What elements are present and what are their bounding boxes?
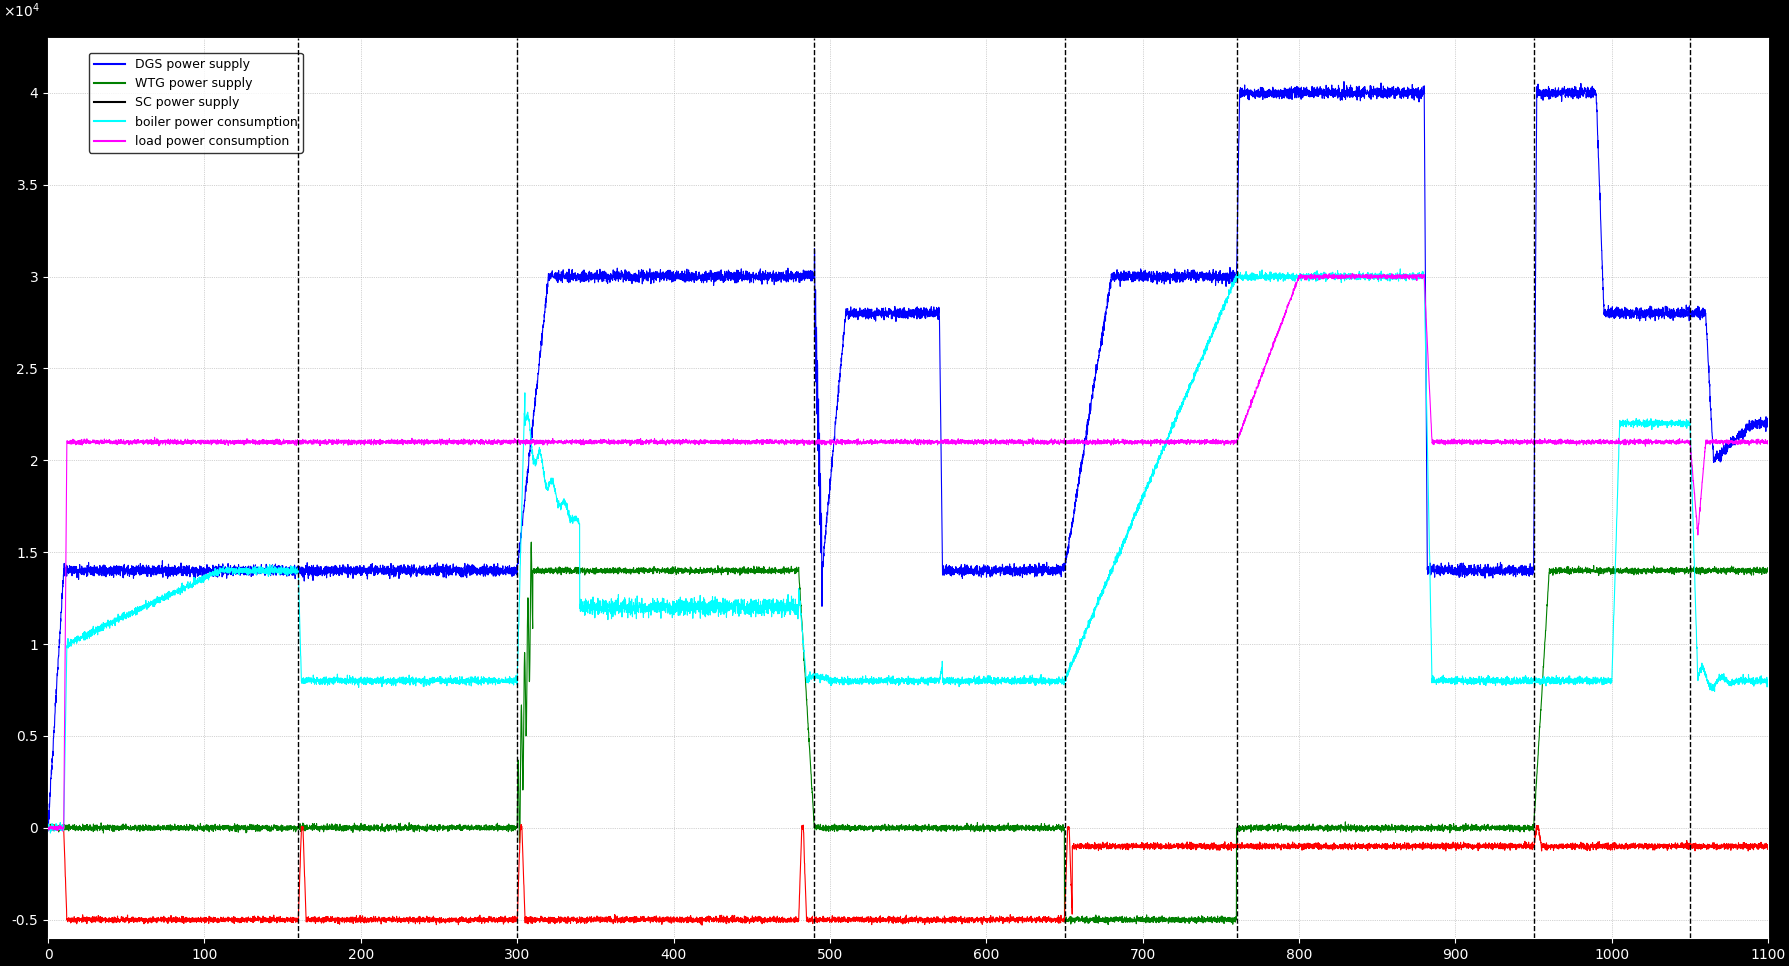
DGS power supply <box>1267 84 1288 96</box>
DGS power supply <box>628 271 649 283</box>
Line: SC power supply: SC power supply <box>48 824 1768 925</box>
boiler power consumption <box>628 601 649 612</box>
boiler power consumption <box>1701 682 1723 694</box>
load power consumption <box>1267 326 1288 337</box>
SC power supply <box>1390 841 1412 853</box>
load power consumption <box>1757 438 1778 449</box>
DGS power supply <box>324 566 345 578</box>
WTG power supply <box>1701 564 1723 576</box>
WTG power supply <box>1390 819 1412 831</box>
WTG power supply <box>1097 919 1118 930</box>
SC power supply <box>1757 840 1778 852</box>
Text: $\times10^4$: $\times10^4$ <box>2 1 39 19</box>
load power consumption <box>324 437 345 448</box>
Line: DGS power supply: DGS power supply <box>48 81 1768 831</box>
load power consumption <box>52 825 73 837</box>
Line: load power consumption: load power consumption <box>48 273 1768 831</box>
DGS power supply <box>1757 414 1778 426</box>
WTG power supply <box>38 821 59 833</box>
Line: WTG power supply: WTG power supply <box>48 542 1768 924</box>
SC power supply <box>324 917 345 928</box>
WTG power supply <box>1267 819 1288 831</box>
WTG power supply <box>521 536 542 548</box>
DGS power supply <box>653 270 674 281</box>
load power consumption <box>655 437 676 448</box>
load power consumption <box>628 435 649 446</box>
WTG power supply <box>628 564 649 576</box>
WTG power supply <box>1757 562 1778 574</box>
DGS power supply <box>1390 90 1412 101</box>
boiler power consumption <box>324 673 345 685</box>
boiler power consumption <box>1267 268 1288 279</box>
load power consumption <box>1340 268 1361 279</box>
load power consumption <box>1390 270 1412 281</box>
SC power supply <box>1267 841 1288 853</box>
SC power supply <box>510 818 531 830</box>
DGS power supply <box>1333 75 1354 87</box>
SC power supply <box>691 920 712 931</box>
WTG power supply <box>324 820 345 832</box>
WTG power supply <box>655 567 676 579</box>
Line: boiler power consumption: boiler power consumption <box>48 269 1768 833</box>
SC power supply <box>628 915 649 926</box>
boiler power consumption <box>39 827 61 838</box>
SC power supply <box>38 823 59 835</box>
load power consumption <box>1701 434 1723 445</box>
boiler power consumption <box>1388 263 1410 274</box>
boiler power consumption <box>655 603 676 614</box>
load power consumption <box>38 821 59 833</box>
Legend: DGS power supply, WTG power supply, SC power supply, boiler power consumption, l: DGS power supply, WTG power supply, SC p… <box>89 53 302 153</box>
boiler power consumption <box>1757 675 1778 687</box>
boiler power consumption <box>1390 270 1412 282</box>
SC power supply <box>1701 839 1723 851</box>
boiler power consumption <box>38 822 59 834</box>
SC power supply <box>655 913 676 924</box>
DGS power supply <box>38 825 59 837</box>
DGS power supply <box>1701 430 1723 441</box>
